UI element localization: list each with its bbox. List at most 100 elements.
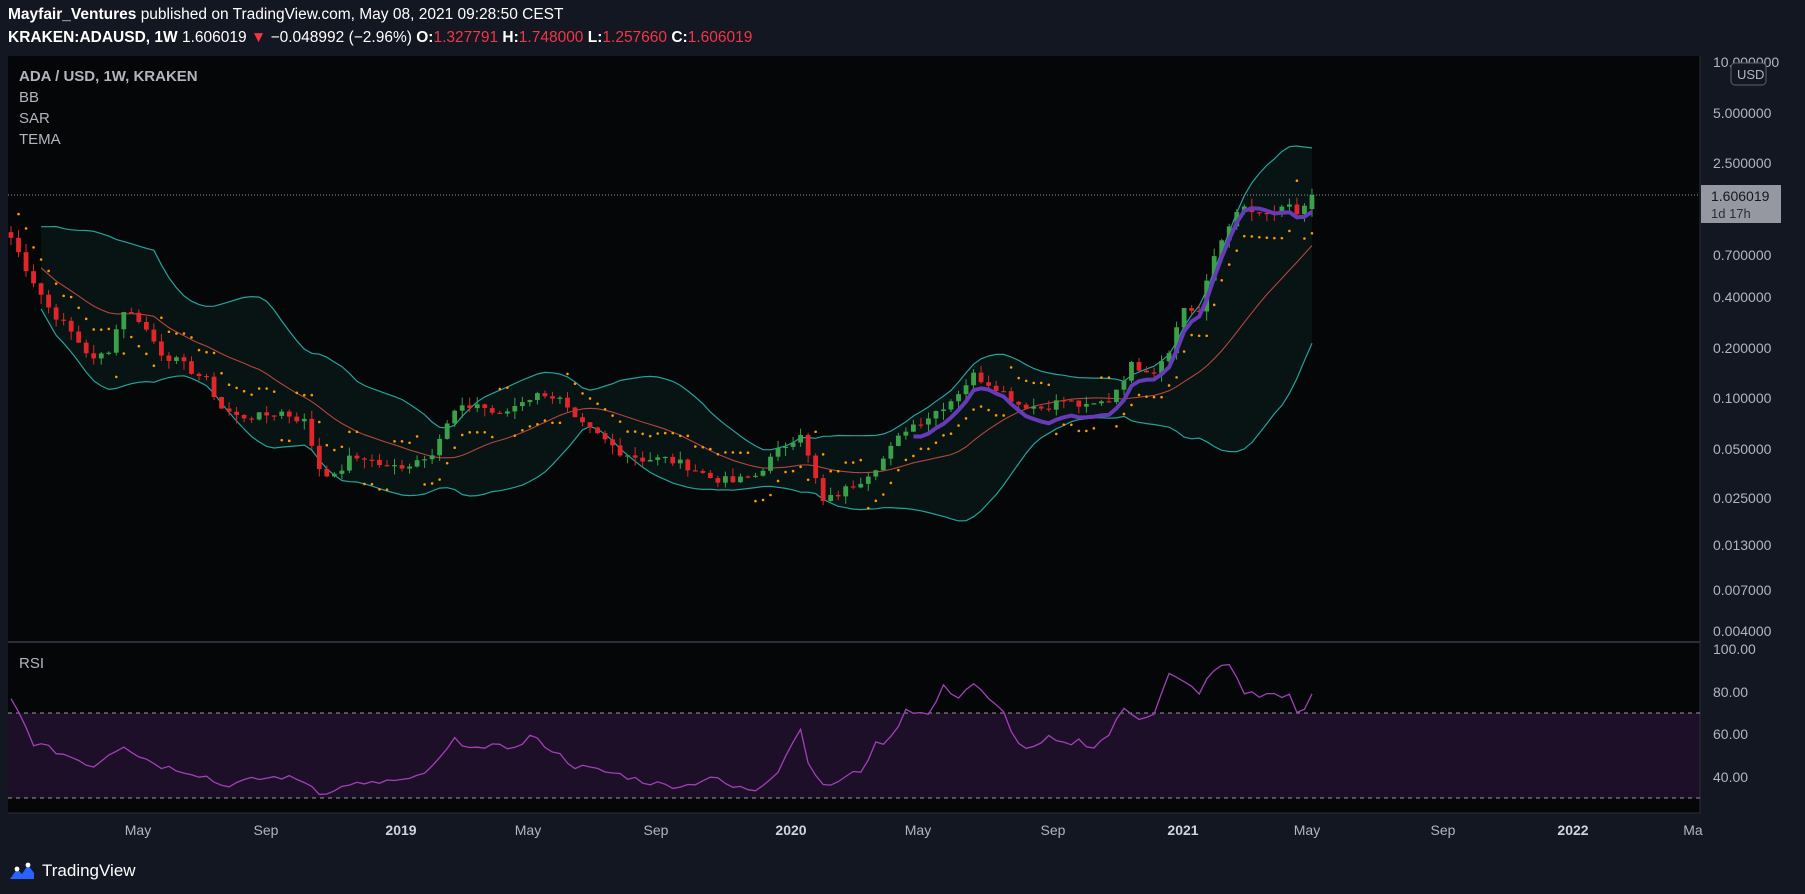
candlesticks[interactable]	[8, 188, 1315, 506]
candle[interactable]	[707, 470, 713, 479]
candle[interactable]	[324, 465, 330, 478]
candle[interactable]	[181, 353, 187, 370]
candle[interactable]	[1068, 399, 1074, 402]
candle[interactable]	[279, 409, 285, 420]
candle[interactable]	[98, 352, 104, 365]
rsi-axis[interactable]: 100.00 80.00 60.00 40.00	[1713, 641, 1756, 785]
candle[interactable]	[873, 469, 879, 481]
candle[interactable]	[753, 472, 758, 478]
candle[interactable]	[482, 403, 488, 417]
candle[interactable]	[745, 475, 751, 479]
publisher-name[interactable]: Mayfair_Ventures	[8, 6, 137, 23]
candle[interactable]	[550, 391, 555, 404]
candle[interactable]	[429, 448, 435, 465]
candle[interactable]	[512, 397, 518, 420]
candle[interactable]	[926, 412, 931, 432]
candle[interactable]	[828, 487, 834, 502]
legend-tema[interactable]: TEMA	[19, 131, 61, 148]
candle[interactable]	[843, 484, 849, 504]
candle[interactable]	[625, 455, 631, 464]
candle[interactable]	[783, 442, 788, 457]
candle[interactable]	[730, 468, 736, 484]
candle[interactable]	[587, 422, 593, 434]
candle[interactable]	[1129, 360, 1134, 383]
candle[interactable]	[452, 409, 458, 427]
candle[interactable]	[617, 438, 623, 458]
candle[interactable]	[91, 344, 97, 365]
candle[interactable]	[294, 412, 300, 424]
candle[interactable]	[474, 397, 480, 413]
candle[interactable]	[933, 410, 939, 428]
candle[interactable]	[580, 413, 585, 427]
candle[interactable]	[136, 309, 142, 324]
candle[interactable]	[159, 333, 164, 362]
candle[interactable]	[76, 325, 82, 344]
candle[interactable]	[31, 264, 36, 288]
candle[interactable]	[38, 282, 44, 304]
candle[interactable]	[8, 226, 14, 246]
candle[interactable]	[444, 420, 450, 440]
candle[interactable]	[316, 437, 322, 477]
candle[interactable]	[392, 459, 397, 475]
candle[interactable]	[813, 453, 819, 484]
candle[interactable]	[895, 432, 901, 447]
candle[interactable]	[459, 397, 465, 418]
price-axis[interactable]: 10.000000 5.000000 2.500000 0.700000 0.4…	[1701, 54, 1781, 639]
candle[interactable]	[670, 453, 676, 467]
candle[interactable]	[1189, 305, 1195, 316]
candle[interactable]	[504, 408, 510, 417]
candle[interactable]	[535, 391, 540, 405]
candle[interactable]	[723, 471, 728, 488]
candle[interactable]	[760, 467, 766, 477]
footer-brand[interactable]: TradingView	[42, 861, 136, 880]
candle[interactable]	[249, 416, 255, 423]
candle[interactable]	[941, 402, 946, 420]
candle[interactable]	[595, 426, 600, 434]
candle[interactable]	[437, 434, 443, 461]
candle[interactable]	[647, 452, 653, 462]
candle[interactable]	[602, 430, 608, 444]
candle[interactable]	[685, 458, 691, 477]
candle[interactable]	[384, 460, 390, 467]
candle[interactable]	[911, 419, 916, 432]
candle[interactable]	[858, 477, 864, 489]
candle[interactable]	[527, 399, 533, 407]
candle[interactable]	[369, 454, 375, 468]
candle[interactable]	[189, 356, 194, 375]
candle[interactable]	[1061, 396, 1067, 409]
candle[interactable]	[23, 243, 29, 278]
candle[interactable]	[301, 413, 307, 430]
candle[interactable]	[918, 417, 924, 429]
candle[interactable]	[557, 395, 563, 404]
candle[interactable]	[407, 463, 412, 474]
candle[interactable]	[347, 447, 352, 474]
candle[interactable]	[610, 433, 615, 455]
candle[interactable]	[655, 454, 661, 466]
candle[interactable]	[241, 414, 247, 423]
candle[interactable]	[1038, 404, 1044, 411]
tradingview-logo-icon[interactable]	[8, 861, 36, 881]
candle[interactable]	[331, 471, 337, 478]
candle[interactable]	[971, 369, 976, 389]
currency-badge[interactable]	[1730, 62, 1767, 86]
candle[interactable]	[151, 323, 157, 345]
candle[interactable]	[1121, 375, 1127, 396]
candle[interactable]	[1031, 398, 1037, 415]
candle[interactable]	[662, 456, 668, 464]
candle[interactable]	[219, 396, 224, 410]
candle[interactable]	[1091, 403, 1097, 405]
candle[interactable]	[264, 406, 270, 424]
candle[interactable]	[1046, 400, 1052, 412]
candle[interactable]	[790, 436, 796, 451]
candle[interactable]	[1144, 366, 1149, 373]
candle[interactable]	[640, 451, 646, 467]
symbol-label[interactable]: KRAKEN:ADAUSD, 1W	[8, 29, 178, 46]
candle[interactable]	[113, 324, 119, 356]
legend-title[interactable]: ADA / USD, 1W, KRAKEN	[19, 68, 198, 85]
time-axis[interactable]: May Sep 2019 May Sep 2020 May Sep 2021 M…	[125, 822, 1703, 838]
candle[interactable]	[489, 405, 495, 416]
candle[interactable]	[286, 409, 292, 424]
candle[interactable]	[1136, 357, 1142, 372]
candle[interactable]	[53, 304, 59, 327]
candle[interactable]	[414, 455, 420, 468]
